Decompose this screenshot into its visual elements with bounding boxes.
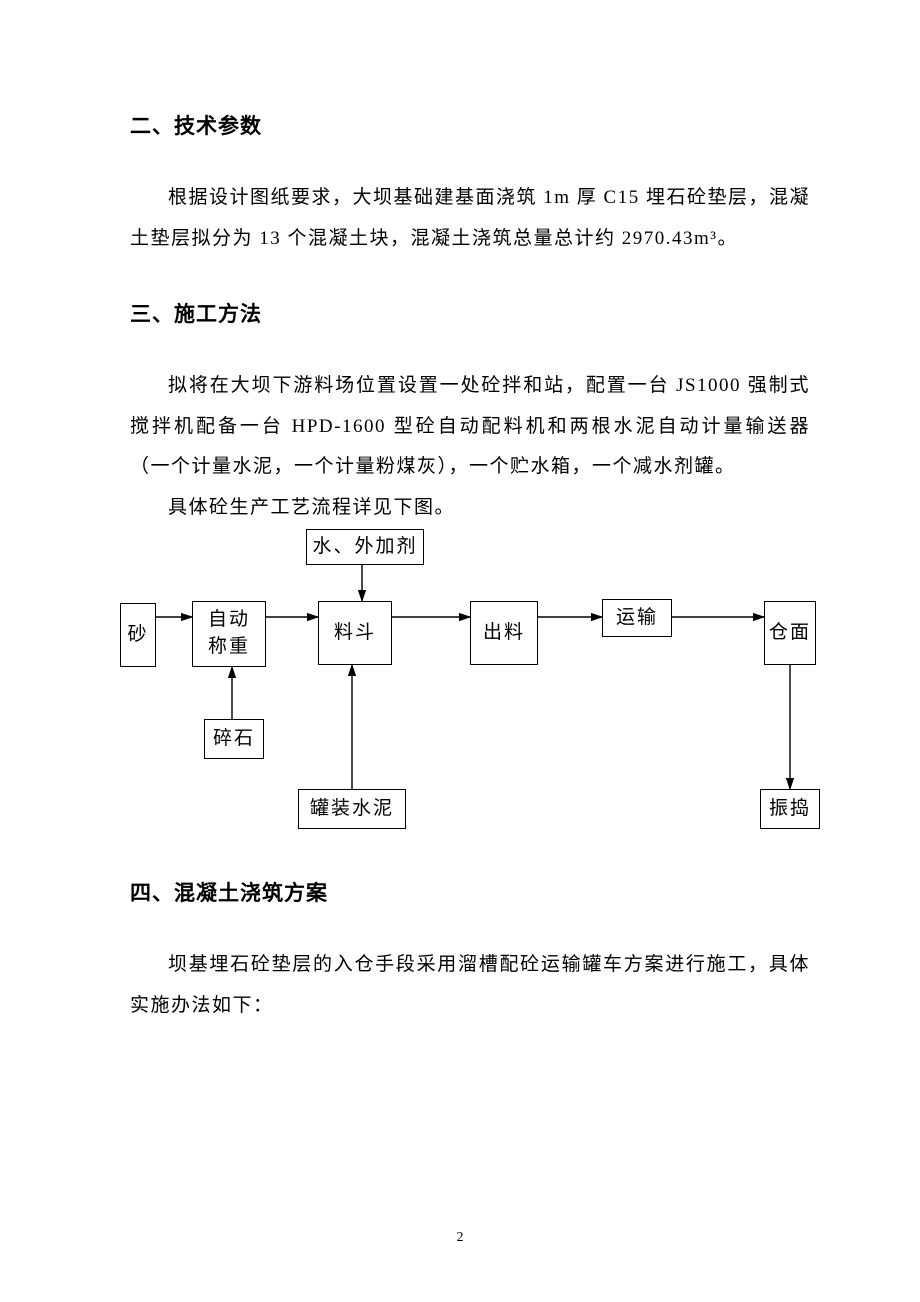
section-3-heading: 三、施工方法 xyxy=(130,298,810,328)
page-number: 2 xyxy=(0,1230,920,1246)
section-4-heading: 四、混凝土浇筑方案 xyxy=(130,877,810,907)
section-4-paragraph: 坝基埋石砼垫层的入仓手段采用溜槽配砼运输罐车方案进行施工，具体实施办法如下： xyxy=(130,945,810,1027)
flow-node-vib: 振捣 xyxy=(760,789,820,829)
section-2-paragraph: 根据设计图纸要求，大坝基础建基面浇筑 1m 厚 C15 埋石砼垫层，混凝土垫层拟… xyxy=(130,178,810,260)
flow-node-sand: 砂 xyxy=(120,603,156,667)
flow-node-out: 出料 xyxy=(470,601,538,665)
section-2-heading: 二、技术参数 xyxy=(130,110,810,140)
process-flowchart: 水、外加剂砂自动 称重料斗 出料 运输 仓面碎石罐装水泥 振捣 xyxy=(120,529,820,859)
flow-node-hopper: 料斗 xyxy=(318,601,392,665)
flow-node-trans: 运输 xyxy=(602,599,672,637)
flow-node-weigh: 自动 称重 xyxy=(192,601,266,667)
flow-node-water: 水、外加剂 xyxy=(306,529,424,565)
section-3-paragraph-1: 拟将在大坝下游料场位置设置一处砼拌和站，配置一台 JS1000 强制式搅拌机配备… xyxy=(130,366,810,489)
flow-node-cement: 罐装水泥 xyxy=(298,789,406,829)
section-3-paragraph-2: 具体砼生产工艺流程详见下图。 xyxy=(130,488,810,529)
flowchart-edges xyxy=(120,529,820,859)
flow-node-stone: 碎石 xyxy=(204,719,264,759)
flow-node-face: 仓面 xyxy=(764,601,816,665)
